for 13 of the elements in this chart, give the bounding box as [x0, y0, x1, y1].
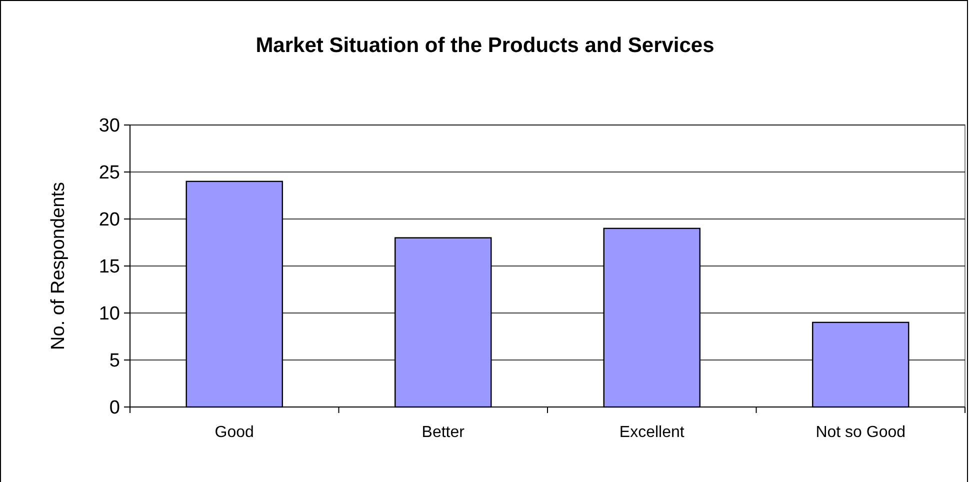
y-tick-label: 30 [98, 116, 120, 137]
y-tick-label: 10 [98, 304, 120, 325]
x-tick-label: Better [422, 424, 466, 441]
y-tick-label: 15 [98, 256, 120, 278]
x-tick-label: Good [214, 424, 254, 441]
x-tick-label: Not so Good [816, 424, 906, 441]
y-tick-label: 5 [109, 350, 120, 372]
chart-title: Market Situation of the Products and Services [256, 34, 714, 57]
y-axis-title: No. of Respondents [48, 182, 69, 350]
x-tick-label: Excellent [619, 424, 685, 441]
y-tick-label: 20 [98, 210, 120, 231]
y-tick-label: 25 [98, 162, 120, 184]
y-tick-label: 0 [109, 398, 120, 419]
